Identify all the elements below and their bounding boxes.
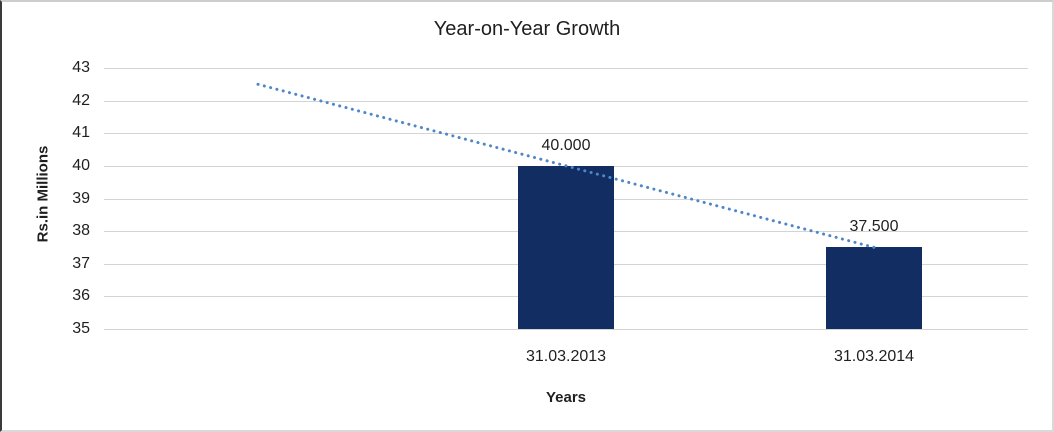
y-tick-label-36: 36 <box>72 287 90 305</box>
x-axis-title: Years <box>545 389 587 406</box>
chart-title: Year-on-Year Growth <box>433 18 621 40</box>
x-tick-label-31.03.2014: 31.03.2014 <box>833 348 915 365</box>
y-tick-label-38: 38 <box>72 222 90 240</box>
y-tick-label-39: 39 <box>72 189 90 207</box>
gridline-43 <box>104 68 1028 69</box>
bar-31.03.2013 <box>518 165 614 329</box>
trendline-dotted-line <box>256 82 876 249</box>
gridline-41 <box>104 133 1028 135</box>
y-tick-label-35: 35 <box>72 320 90 337</box>
y-tick-label-37: 37 <box>72 254 90 272</box>
y-tick-label-41: 41 <box>72 124 90 142</box>
x-tick-label-31.03.2013: 31.03.2013 <box>525 348 607 365</box>
y-tick-label-43: 43 <box>72 59 90 76</box>
y-tick-label-40: 40 <box>72 156 90 174</box>
trendline <box>256 82 876 249</box>
bar-value-label-31.03.2014: 37.500 <box>849 218 899 236</box>
bar-31.03.2014 <box>826 247 922 329</box>
bar-value-label-31.03.2013: 40.000 <box>541 136 591 154</box>
gridline-42 <box>104 100 1028 102</box>
plot-area <box>104 68 1028 330</box>
y-tick-label-42: 42 <box>72 91 90 109</box>
gridline-35 <box>104 329 1028 330</box>
